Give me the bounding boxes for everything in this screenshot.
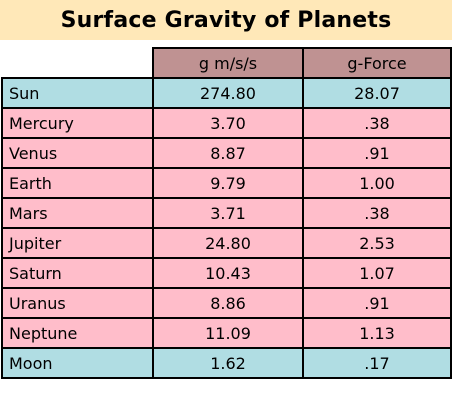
gforce-value-cell: 1.13: [302, 317, 452, 349]
g-value-cell: 274.80: [152, 77, 304, 109]
g-value-cell: 3.70: [152, 107, 304, 139]
table-row: Venus 8.87.91: [1, 137, 452, 169]
planet-name-cell: Neptune: [1, 317, 154, 349]
gravity-table: g m/s/s g-Force Sun 274.80 28.07 Mercury 3.7…: [1, 47, 452, 379]
page-title: Surface Gravity of Planets: [60, 7, 392, 33]
planet-name-cell: Jupiter: [1, 227, 154, 259]
planet-name-cell: Venus: [1, 137, 154, 169]
gforce-value-cell: 1.07: [302, 257, 452, 289]
table-row: Mercury 3.70.38: [1, 107, 452, 139]
column-header-g: g m/s/s: [152, 47, 304, 79]
table-body: Sun 274.80 28.07 Mercury 3.70.38 Venus 8.87.91…: [1, 77, 452, 379]
g-value-cell: 1.62: [152, 347, 304, 379]
g-value-cell: 24.80: [152, 227, 304, 259]
g-value-cell: 8.86: [152, 287, 304, 319]
g-value-cell: 10.43: [152, 257, 304, 289]
gforce-value-cell: 1.00: [302, 167, 452, 199]
table-row: Jupiter 24.80 2.53: [1, 227, 452, 259]
g-value-cell: 11.09: [152, 317, 304, 349]
table-row: Moon 1.62.17: [1, 347, 452, 379]
g-value-cell: 3.71: [152, 197, 304, 229]
gforce-value-cell: .17: [302, 347, 452, 379]
g-value-cell: 8.87: [152, 137, 304, 169]
gforce-value-cell: .38: [302, 107, 452, 139]
gforce-value-cell: 2.53: [302, 227, 452, 259]
gforce-value-cell: .38: [302, 197, 452, 229]
planet-name-cell: Saturn: [1, 257, 154, 289]
title-band: Surface Gravity of Planets: [0, 0, 452, 40]
planet-name-cell: Sun: [1, 77, 154, 109]
planet-name-cell: Earth: [1, 167, 154, 199]
header-corner-cell: [2, 48, 154, 79]
planet-name-cell: Mars: [1, 197, 154, 229]
gforce-value-cell: .91: [302, 287, 452, 319]
table-row: Earth 9.79 1.00: [1, 167, 452, 199]
table-row: Sun 274.80 28.07: [1, 77, 452, 109]
table-row: Neptune 11.09 1.13: [1, 317, 452, 349]
gforce-value-cell: .91: [302, 137, 452, 169]
table-row: Uranus 8.86.91: [1, 287, 452, 319]
planet-name-cell: Uranus: [1, 287, 154, 319]
gforce-value-cell: 28.07: [302, 77, 452, 109]
table-row: Mars 3.71.38: [1, 197, 452, 229]
table-row: Saturn 10.43 1.07: [1, 257, 452, 289]
column-header-gforce: g-Force: [302, 47, 452, 79]
table-header-row: g m/s/s g-Force: [2, 47, 452, 79]
planet-name-cell: Mercury: [1, 107, 154, 139]
g-value-cell: 9.79: [152, 167, 304, 199]
planet-name-cell: Moon: [1, 347, 154, 379]
